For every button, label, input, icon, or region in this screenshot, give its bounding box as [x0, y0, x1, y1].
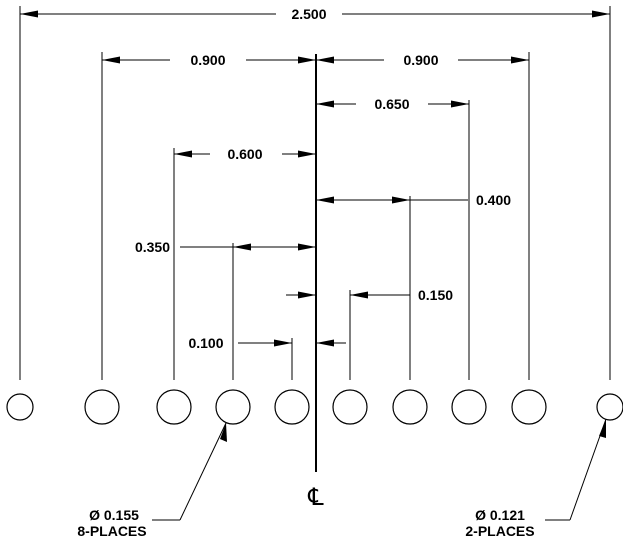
callout-small-diameter: Ø 0.155 — [89, 507, 139, 523]
callout-small-count: 8-PLACES — [77, 523, 146, 539]
arrowhead — [316, 100, 334, 108]
arrowhead — [316, 339, 334, 347]
hole-small — [156, 389, 192, 425]
hole-large-left — [6, 393, 34, 421]
dim-label-0150: 0.150 — [418, 287, 453, 303]
dimension-0100: 0.100 — [188, 335, 346, 351]
arrowhead — [592, 10, 610, 18]
arrowhead — [298, 243, 316, 251]
arrowhead — [316, 196, 334, 204]
hole-large-right — [596, 393, 623, 421]
arrowhead — [298, 56, 316, 64]
dim-label-0900-right: 0.900 — [403, 52, 438, 68]
hole-small — [511, 389, 547, 425]
dim-label-0650: 0.650 — [374, 96, 409, 112]
arrowhead — [298, 291, 316, 299]
extension-lines — [19, 6, 611, 380]
hole-small — [332, 389, 368, 425]
hole-small — [451, 389, 487, 425]
arrowhead — [102, 56, 120, 64]
dimension-0650: 0.650 — [316, 96, 469, 112]
centerline-symbol: ℄ — [307, 484, 324, 511]
arrowhead — [599, 419, 606, 438]
dim-label-0900-left: 0.900 — [190, 52, 225, 68]
arrowhead — [298, 150, 316, 158]
hole-small — [274, 389, 310, 425]
dim-label-0100: 0.100 — [188, 335, 223, 351]
dimension-0900-left: 0.900 — [102, 52, 316, 68]
arrowhead — [233, 243, 251, 251]
arrowhead — [511, 56, 529, 64]
callout-large-count: 2-PLACES — [465, 523, 534, 539]
arrowhead — [350, 291, 368, 299]
arrowhead — [220, 423, 227, 442]
arrowhead — [392, 196, 410, 204]
dim-label-0600: 0.600 — [227, 146, 262, 162]
dimension-overall: 2.500 — [20, 6, 610, 22]
arrowhead — [274, 339, 292, 347]
dimension-0400: 0.400 — [316, 192, 511, 208]
hole-small — [84, 389, 120, 425]
hole-row — [6, 389, 623, 425]
dimension-0350: 0.350 — [135, 239, 316, 255]
dimension-0150: 0.150 — [286, 287, 453, 303]
leader-small-holes: Ø 0.155 8-PLACES — [77, 422, 227, 539]
arrowhead — [451, 100, 469, 108]
leader-large-holes: Ø 0.121 2-PLACES — [465, 418, 607, 539]
dimension-0900-right: 0.900 — [316, 52, 529, 68]
dimension-0600: 0.600 — [174, 146, 316, 162]
arrowhead — [20, 10, 38, 18]
hole-small — [215, 389, 251, 425]
dim-label-0400: 0.400 — [476, 192, 511, 208]
arrowhead — [174, 150, 192, 158]
callout-large-diameter: Ø 0.121 — [475, 507, 525, 523]
dim-label-0350: 0.350 — [135, 239, 170, 255]
arrowhead — [316, 56, 334, 64]
hole-small — [392, 389, 428, 425]
dim-label-overall: 2.500 — [291, 6, 326, 22]
